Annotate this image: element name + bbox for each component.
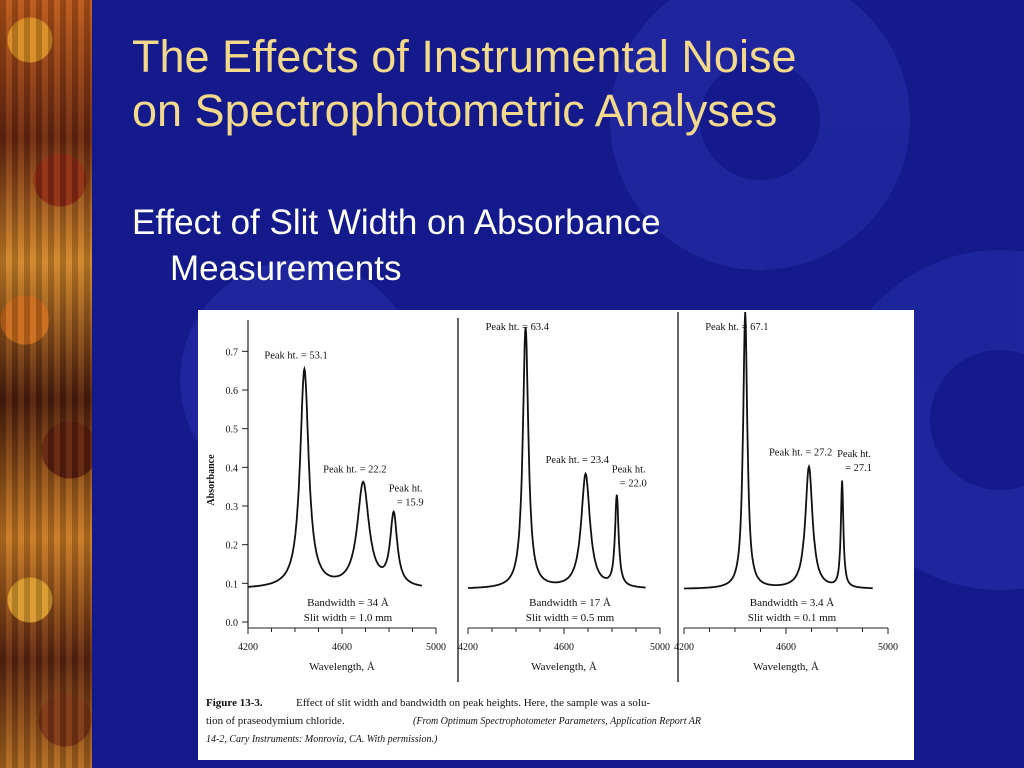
x-tick-label: 5000 bbox=[878, 642, 898, 653]
peak-label: Peak ht. = 23.4 bbox=[546, 455, 610, 466]
slide-title: The Effects of Instrumental Noise on Spe… bbox=[132, 30, 1012, 138]
peak-label: Peak ht. = 22.2 bbox=[323, 465, 386, 476]
y-tick-label: 0.5 bbox=[226, 425, 239, 436]
y-tick-label: 0.4 bbox=[226, 463, 239, 474]
peak-label: Peak ht. = 27.2 bbox=[769, 447, 832, 458]
x-tick-label: 5000 bbox=[426, 642, 446, 653]
spectra-chart: 0.0 0.1 0.2 0.3 0.4 0.5 0.6 0.7 Absorbance 4200 46… bbox=[206, 312, 898, 745]
x-tick-label: 4600 bbox=[554, 642, 574, 653]
title-line-1: The Effects of Instrumental Noise bbox=[132, 31, 797, 82]
bandwidth-caption: Bandwidth = 34 Å bbox=[307, 597, 389, 609]
peak-label: = 15.9 bbox=[397, 498, 424, 509]
y-tick-label: 0.6 bbox=[226, 386, 239, 397]
x-tick-label: 4200 bbox=[458, 642, 478, 653]
peak-label: Peak ht. = 63.4 bbox=[486, 322, 550, 333]
title-line-2: on Spectrophotometric Analyses bbox=[132, 85, 778, 136]
bullet-point: Effect of Slit Width on Absorbance Measu… bbox=[132, 200, 992, 292]
y-axis-label: Absorbance bbox=[206, 454, 217, 506]
x-tick-label: 4200 bbox=[238, 642, 258, 653]
y-tick-label: 0.1 bbox=[226, 579, 239, 590]
x-tick-label: 4600 bbox=[332, 642, 352, 653]
y-tick-label: 0.2 bbox=[226, 541, 239, 552]
y-tick-label: 0.3 bbox=[226, 502, 239, 513]
peak-label: = 22.0 bbox=[620, 478, 647, 489]
bullet-line-1: Effect of Slit Width on Absorbance bbox=[132, 203, 661, 242]
figure-caption-line-2b: (From Optimum Spectrophotometer Paramete… bbox=[413, 716, 701, 727]
spectrum-line bbox=[247, 365, 423, 588]
peak-label: Peak ht. = 53.1 bbox=[264, 351, 327, 362]
bandwidth-caption: Bandwidth = 17 Å bbox=[529, 597, 611, 609]
bullet-line-2: Measurements bbox=[170, 249, 402, 288]
y-tick-label: 0.0 bbox=[226, 618, 239, 629]
bandwidth-caption: Bandwidth = 3.4 Å bbox=[750, 597, 834, 609]
decorative-side-strip bbox=[0, 0, 92, 768]
slit-width-caption: Slit width = 1.0 mm bbox=[304, 612, 393, 624]
peak-label: Peak ht. bbox=[612, 464, 646, 475]
x-tick-label: 4600 bbox=[776, 642, 796, 653]
figure-caption-line-1: Effect of slit width and bandwidth on pe… bbox=[296, 697, 650, 709]
slit-width-caption: Slit width = 0.5 mm bbox=[526, 612, 615, 624]
y-tick-label: 0.7 bbox=[226, 347, 239, 358]
peak-label: Peak ht. = 67.1 bbox=[705, 322, 768, 333]
peak-label: Peak ht. bbox=[389, 484, 423, 495]
x-tick-label: 5000 bbox=[650, 642, 670, 653]
x-axis-label: Wavelength, Å bbox=[753, 661, 819, 673]
x-axis-label: Wavelength, Å bbox=[309, 661, 375, 673]
figure-caption-line-3: 14-2, Cary Instruments: Monrovia, CA. Wi… bbox=[206, 734, 438, 745]
figure-caption-line-2a: tion of praseodymium chloride. bbox=[206, 715, 345, 727]
spectrum-line bbox=[684, 312, 873, 590]
slit-width-caption: Slit width = 0.1 mm bbox=[748, 612, 837, 624]
spectrum-line bbox=[468, 327, 646, 589]
spectra-figure: 0.0 0.1 0.2 0.3 0.4 0.5 0.6 0.7 Absorbance 4200 46… bbox=[198, 310, 914, 760]
figure-caption-label: Figure 13-3. bbox=[206, 697, 263, 709]
x-axis-label: Wavelength, Å bbox=[531, 661, 597, 673]
peak-label: = 27.1 bbox=[845, 463, 872, 474]
x-tick-label: 4200 bbox=[674, 642, 694, 653]
peak-label: Peak ht. bbox=[837, 449, 871, 460]
